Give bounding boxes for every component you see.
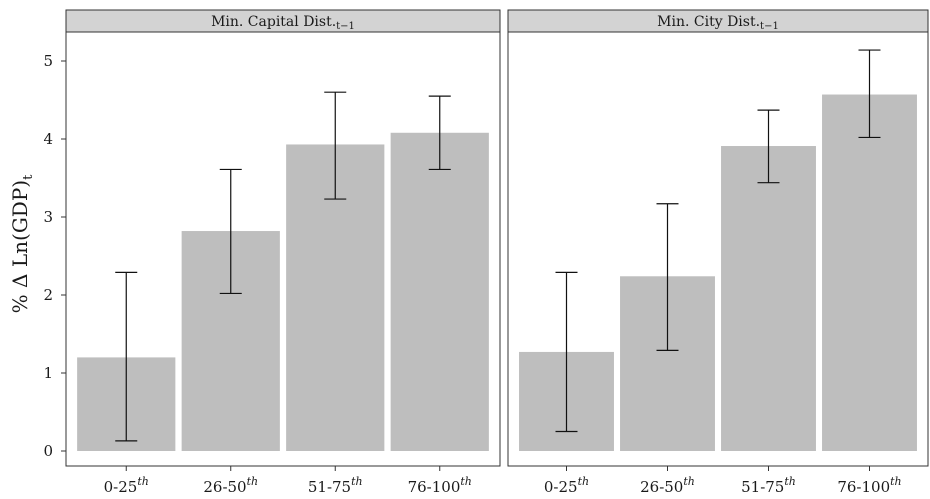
x-tick-label: 76-100th <box>837 475 901 496</box>
x-tick-label: 0-25th <box>544 475 589 496</box>
x-tick-label-superscript: th <box>578 475 590 488</box>
x-tick-label-main: 0-25 <box>104 478 138 496</box>
x-tick-label-main: 51-75 <box>741 478 784 496</box>
facet-title-main: Min. Capital Dist. <box>211 14 336 30</box>
x-tick-label-main: 51-75 <box>308 478 351 496</box>
y-tick-label: 5 <box>43 52 53 70</box>
y-axis: 0 1 2 3 4 5 <box>43 52 66 460</box>
panel-border <box>507 31 929 467</box>
x-tick-label: 26-50th <box>203 475 258 496</box>
facet-title: Min. City Dist.t−1 <box>657 14 779 32</box>
facet-panel: Min. City Dist.t−1 <box>507 9 929 467</box>
x-tick-label-main: 26-50 <box>640 478 683 496</box>
facet-title-subscript: t−1 <box>336 21 355 32</box>
y-axis-label: % Δ Ln(GDP)t <box>8 174 36 313</box>
panel-border <box>65 31 501 467</box>
x-tick-label-main: 76-100 <box>408 478 461 496</box>
x-tick-label-main: 26-50 <box>203 478 246 496</box>
y-tick-label: 4 <box>43 130 53 148</box>
x-tick-label: 76-100th <box>408 475 472 496</box>
y-tick-label: 3 <box>43 208 53 226</box>
facet-title-subscript: t−1 <box>760 21 779 32</box>
x-tick-label-superscript: th <box>247 475 259 488</box>
x-tick-label-superscript: th <box>460 475 472 488</box>
x-tick-label-main: 0-25 <box>544 478 578 496</box>
x-tick-label-superscript: th <box>351 475 363 488</box>
x-tick-label: 0-25th <box>104 475 149 496</box>
y-axis-title: % Δ Ln(GDP)t <box>8 174 36 313</box>
facet-title: Min. Capital Dist.t−1 <box>211 14 355 32</box>
y-tick-label: 2 <box>43 286 53 304</box>
facet-title-main: Min. City Dist. <box>657 14 760 30</box>
facet-panel: Min. Capital Dist.t−1 <box>65 9 501 467</box>
x-tick-label-main: 76-100 <box>837 478 890 496</box>
bar <box>721 146 816 451</box>
x-tick-label-superscript: th <box>890 475 902 488</box>
x-tick-label-superscript: th <box>683 475 695 488</box>
y-tick-label: 1 <box>43 364 53 382</box>
x-tick-label: 51-75th <box>741 475 796 496</box>
y-tick-label: 0 <box>43 442 53 460</box>
bar <box>390 132 489 451</box>
bar <box>822 94 917 451</box>
x-tick-label: 26-50th <box>640 475 695 496</box>
x-tick-label-superscript: th <box>137 475 149 488</box>
facet-panels: Min. Capital Dist.t−1 Min. City Dist.t−1 <box>65 9 929 467</box>
x-axis: 0-25th 26-50th 51-75th 76-100th 0-25th 26-50t… <box>104 466 902 496</box>
x-tick-label-superscript: th <box>784 475 796 488</box>
x-tick-label: 51-75th <box>308 475 363 496</box>
